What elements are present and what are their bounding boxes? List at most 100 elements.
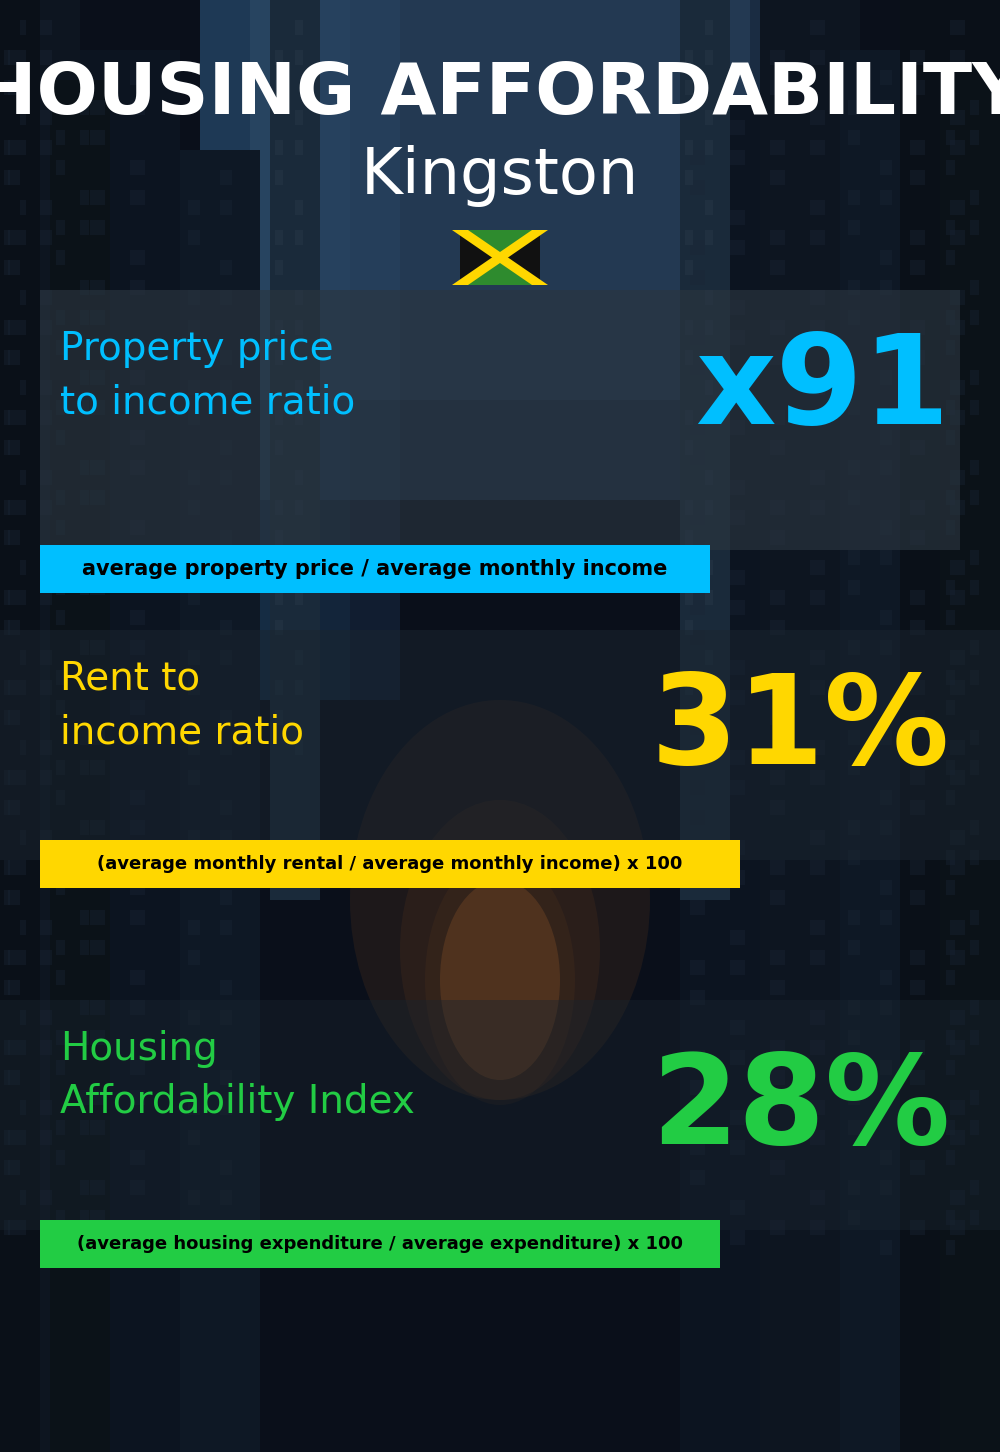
Bar — [8, 860, 20, 876]
Bar — [946, 131, 955, 145]
Bar — [80, 550, 89, 565]
Bar — [90, 460, 105, 475]
Bar — [295, 680, 302, 696]
Bar — [20, 921, 26, 935]
Bar — [910, 620, 925, 635]
Bar — [910, 860, 925, 876]
Bar — [910, 260, 925, 274]
Bar — [970, 820, 979, 835]
Bar — [910, 1070, 925, 1085]
Bar — [220, 980, 232, 995]
Bar — [730, 841, 745, 855]
Text: Housing
Affordability Index: Housing Affordability Index — [60, 1029, 415, 1121]
Bar — [970, 100, 979, 115]
Bar — [8, 1130, 20, 1146]
Bar — [90, 669, 105, 685]
Bar — [295, 380, 302, 395]
Bar — [880, 460, 892, 475]
Bar — [295, 49, 302, 65]
Bar — [188, 650, 200, 665]
Bar — [20, 49, 26, 65]
Bar — [848, 849, 860, 865]
Polygon shape — [452, 229, 548, 285]
Bar — [275, 319, 283, 335]
Bar — [80, 221, 89, 235]
Bar — [56, 759, 65, 775]
Bar — [130, 70, 145, 86]
Bar — [250, 0, 750, 399]
Bar — [250, 0, 300, 700]
Bar — [90, 1029, 105, 1045]
Bar — [946, 1150, 955, 1165]
Bar — [730, 420, 745, 436]
Bar — [970, 550, 979, 565]
Bar — [690, 330, 705, 346]
Ellipse shape — [400, 800, 600, 1101]
Bar — [220, 1250, 232, 1265]
Bar — [90, 1000, 105, 1015]
Bar — [130, 640, 145, 655]
Bar — [810, 139, 825, 155]
Bar — [705, 139, 712, 155]
Text: x91: x91 — [695, 330, 950, 450]
Bar — [4, 229, 10, 245]
Bar — [220, 620, 232, 635]
Bar — [8, 530, 20, 544]
Bar — [680, 0, 730, 900]
Bar — [4, 139, 10, 155]
Bar — [810, 319, 825, 335]
Bar — [90, 221, 105, 235]
Bar — [130, 610, 145, 624]
Bar — [80, 849, 89, 865]
Bar — [848, 640, 860, 655]
Bar — [275, 409, 283, 425]
Bar — [40, 319, 52, 335]
Bar — [848, 730, 860, 745]
Bar — [970, 730, 979, 745]
Bar — [950, 470, 965, 485]
Bar — [295, 470, 302, 485]
Bar — [80, 399, 89, 415]
Bar — [848, 100, 860, 115]
Bar — [770, 710, 785, 725]
Bar — [970, 460, 979, 475]
Bar — [130, 790, 145, 804]
Bar — [880, 340, 892, 354]
Bar — [90, 759, 105, 775]
Bar — [40, 200, 52, 215]
Bar — [80, 1029, 89, 1045]
Bar — [20, 831, 26, 845]
Bar — [950, 1220, 965, 1236]
Bar — [770, 890, 785, 905]
Bar — [950, 680, 965, 696]
Bar — [705, 680, 712, 696]
Bar — [188, 860, 200, 876]
Bar — [848, 1119, 860, 1135]
Bar — [40, 560, 52, 575]
Bar — [946, 610, 955, 624]
Bar — [910, 319, 925, 335]
Bar — [40, 544, 710, 592]
Bar — [880, 820, 892, 835]
Bar — [188, 831, 200, 845]
Bar — [730, 751, 745, 765]
Bar — [295, 110, 302, 125]
Bar — [20, 319, 26, 335]
Bar — [730, 391, 745, 405]
Bar — [0, 0, 40, 1452]
Bar — [730, 780, 745, 796]
Bar — [910, 530, 925, 544]
Bar — [848, 131, 860, 145]
Bar — [4, 260, 10, 274]
Bar — [130, 190, 145, 205]
Bar — [8, 770, 20, 786]
Bar — [80, 49, 180, 1452]
Bar — [950, 1130, 965, 1146]
Bar — [680, 100, 780, 1452]
Bar — [730, 870, 745, 886]
Bar — [946, 1210, 955, 1225]
Bar — [970, 579, 979, 595]
Bar — [730, 301, 745, 315]
Bar — [690, 150, 705, 166]
Bar — [848, 939, 860, 955]
